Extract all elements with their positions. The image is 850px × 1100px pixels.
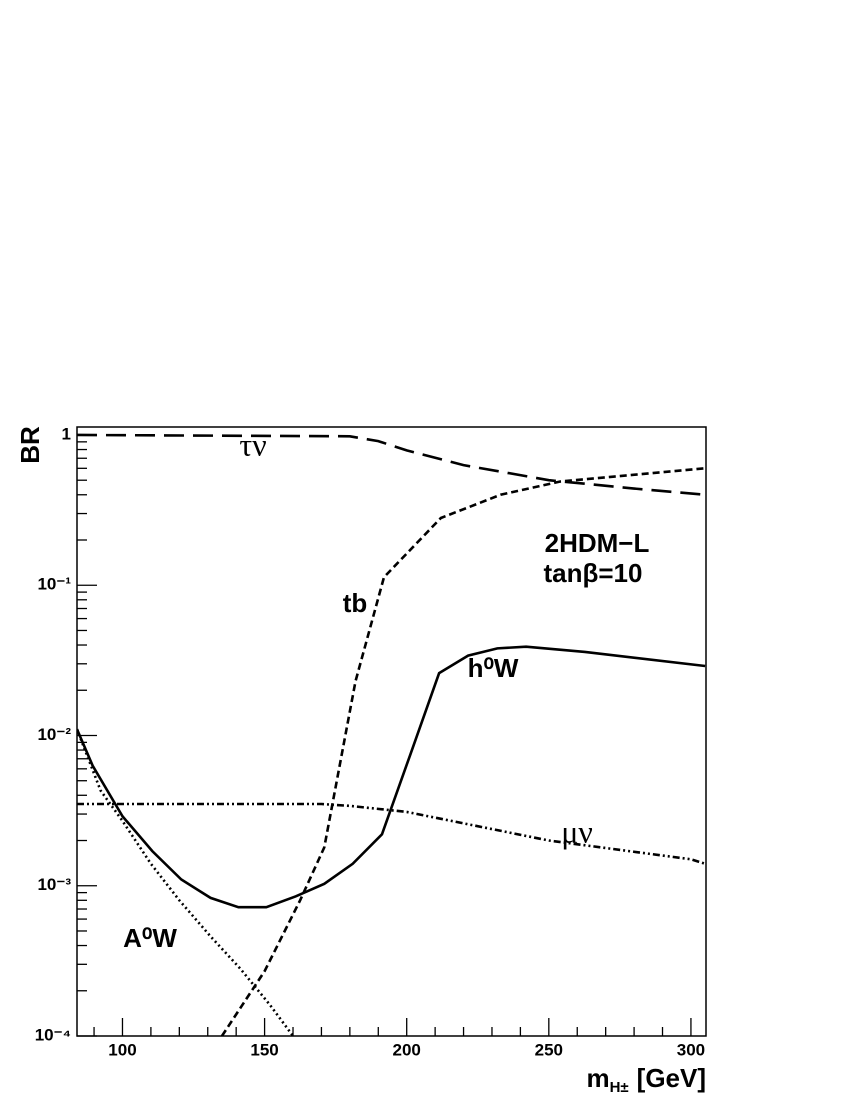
y-tick-label: 10⁻¹ [37,575,71,594]
y-axis-label: BR [15,426,45,464]
y-tick-label: 10⁻⁴ [35,1025,71,1044]
series-label: h⁰W [468,653,519,683]
series-line [77,645,706,909]
annotation: 2HDM−L [545,528,650,558]
y-tick-label: 10⁻² [37,725,71,744]
series-label: μν [561,813,593,849]
annotation: tanβ=10 [544,558,643,588]
series-line [77,728,295,1036]
x-label-unit: [GeV] [637,1063,706,1093]
x-tick-label: 300 [677,1040,705,1059]
x-tick-label: 150 [250,1040,278,1059]
x-axis-label: mH± [GeV] [586,1063,706,1096]
x-label-sub: H± [610,1079,629,1096]
series-label: A⁰W [123,923,177,953]
series-line [77,433,706,497]
x-label-main: m [586,1063,609,1093]
series-label: τν [239,426,266,462]
x-tick-label: 100 [108,1040,136,1059]
x-tick-label: 200 [393,1040,421,1059]
series-label: tb [343,588,368,618]
y-tick-label: 10⁻³ [37,875,71,894]
y-tick-label: 1 [62,424,71,443]
x-tick-label: 250 [535,1040,563,1059]
series-line [77,802,706,866]
